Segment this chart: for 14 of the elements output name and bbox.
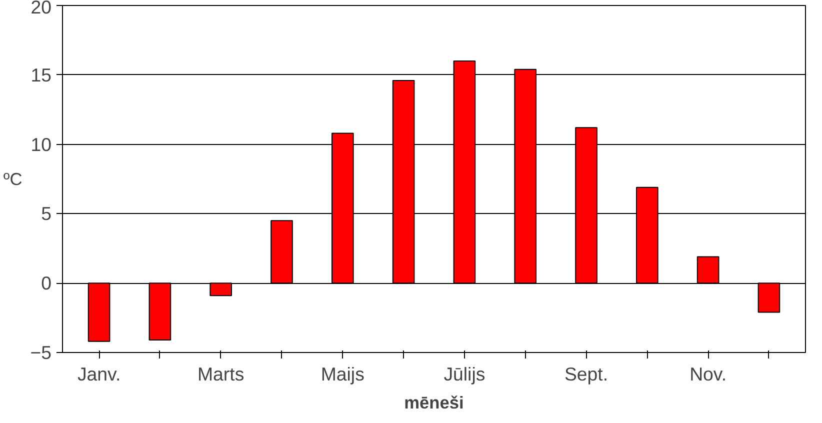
y-tick-label: 10 bbox=[30, 134, 52, 155]
x-tick-label: Jūlijs bbox=[444, 364, 486, 384]
x-axis-title: mēneši bbox=[404, 392, 464, 412]
x-tick-label: Janv. bbox=[77, 364, 121, 384]
y-tick-label: −5 bbox=[30, 342, 52, 363]
x-tick-label: Sept. bbox=[564, 364, 608, 384]
y-axis-title: ºC bbox=[3, 169, 22, 189]
y-tick-label: 20 bbox=[30, 0, 52, 18]
x-tick-label: Marts bbox=[198, 364, 244, 384]
y-tick-label: 5 bbox=[41, 203, 52, 224]
y-tick-label: 15 bbox=[30, 64, 52, 86]
x-tick-label: Nov. bbox=[690, 364, 727, 384]
x-tick-label: Maijs bbox=[320, 364, 364, 384]
y-tick-label: 0 bbox=[41, 272, 52, 294]
